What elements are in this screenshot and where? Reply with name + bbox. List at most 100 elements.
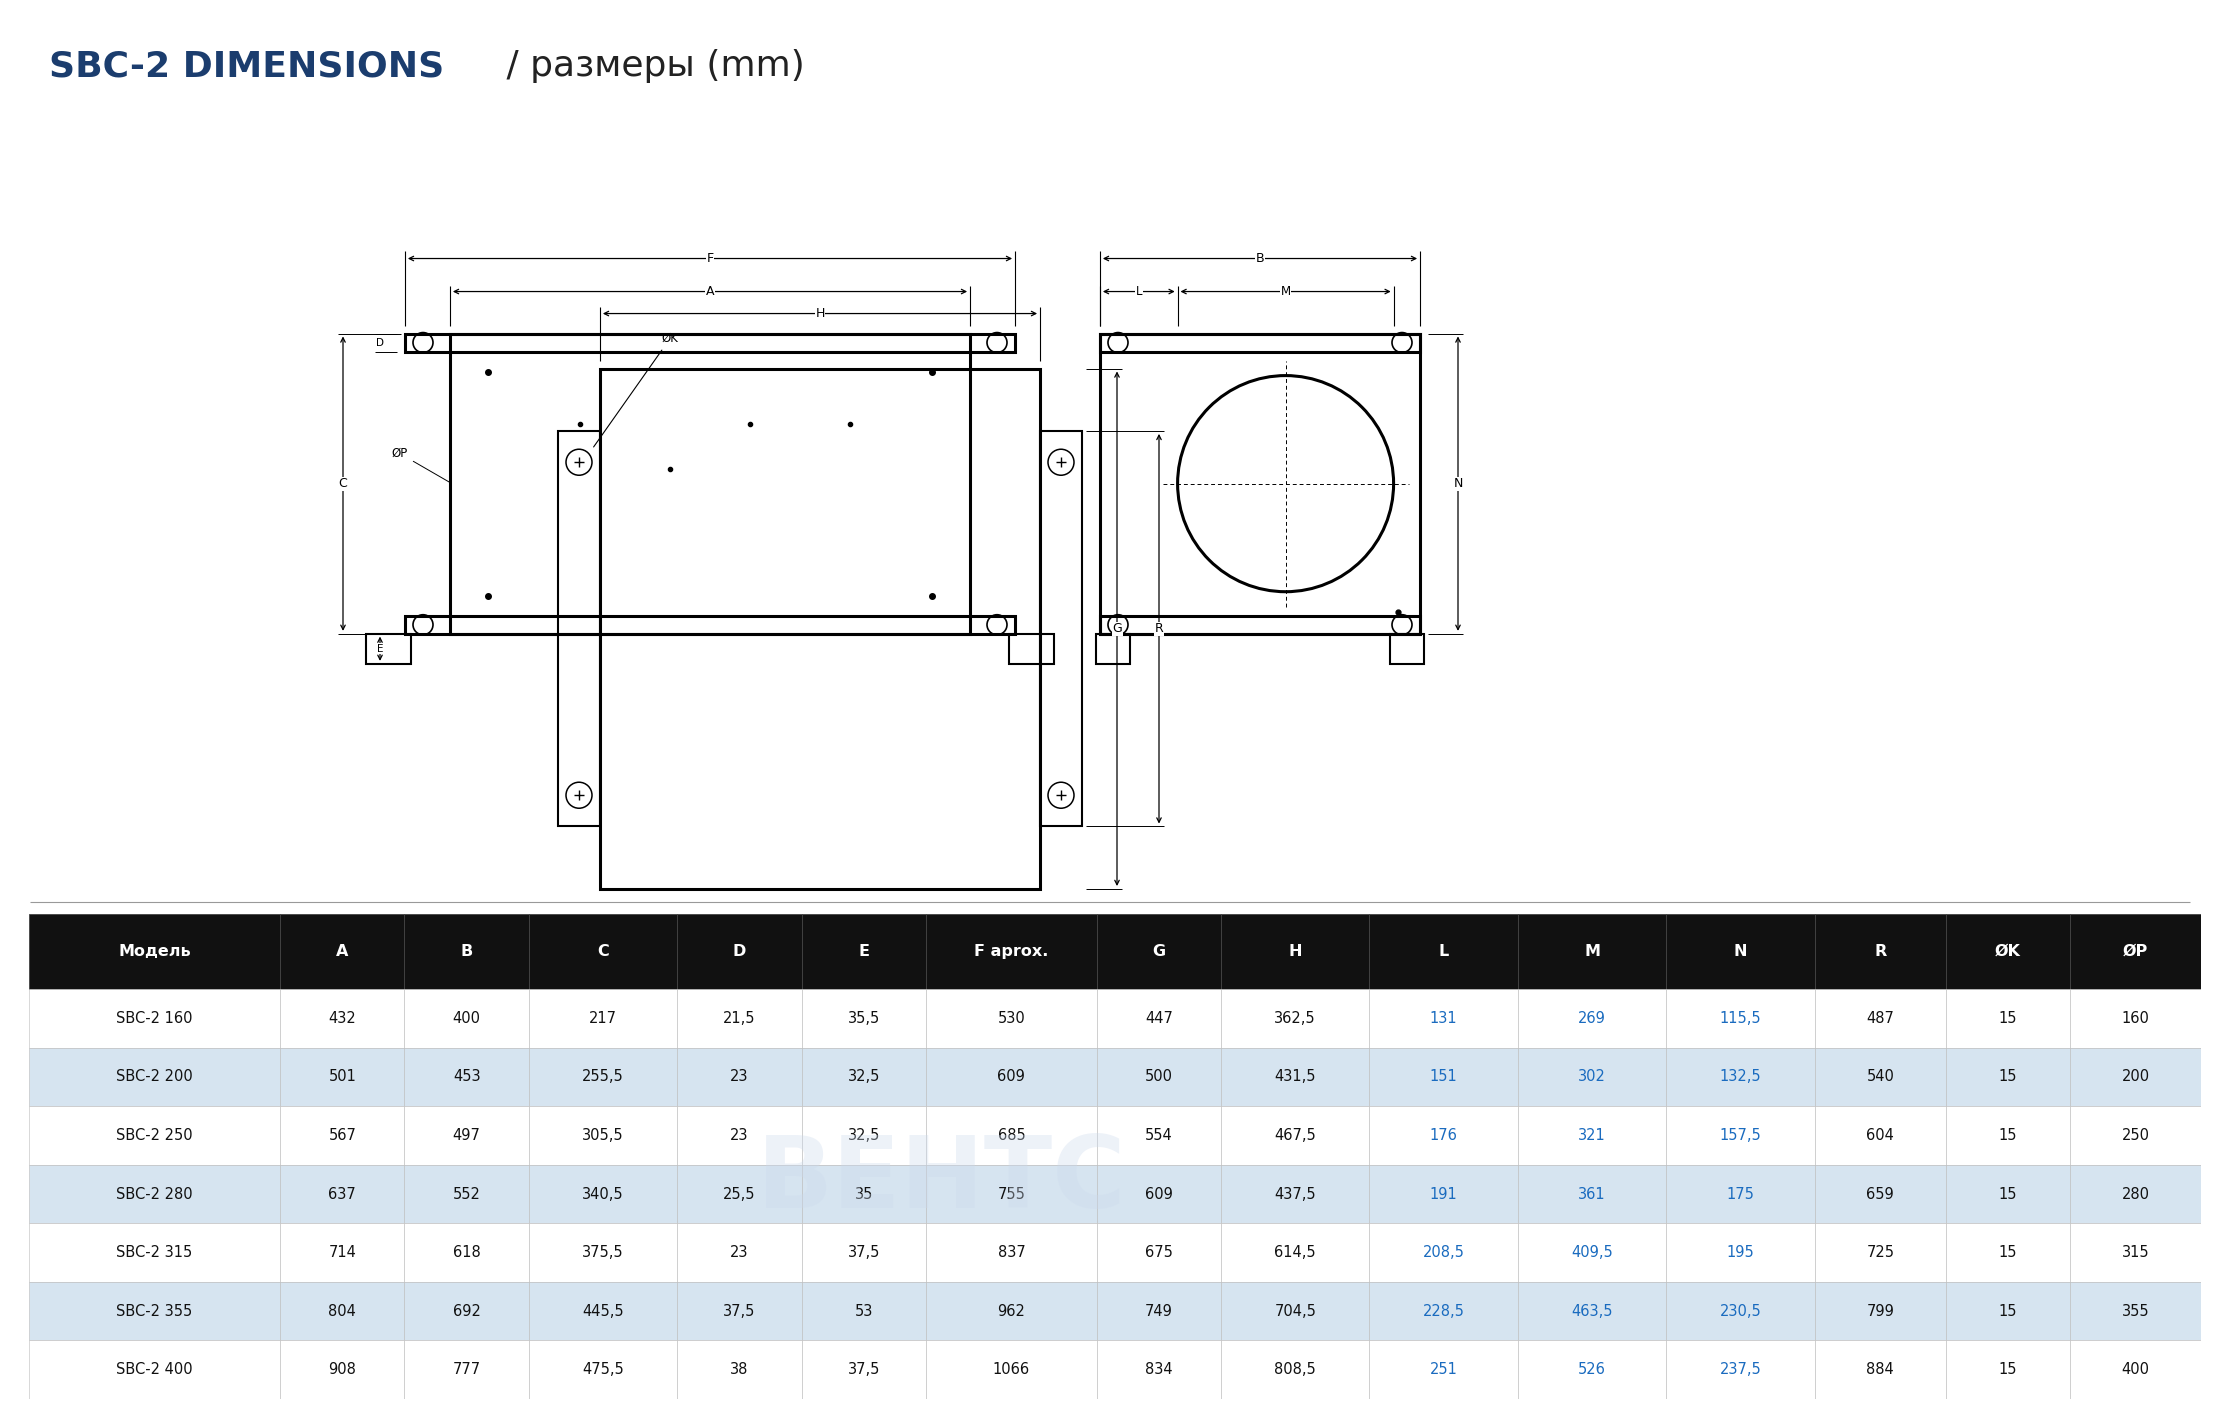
Bar	[1221, 1282, 1370, 1340]
Bar	[1370, 988, 1517, 1047]
Text: 230,5: 230,5	[1720, 1303, 1762, 1319]
Text: M: M	[1281, 285, 1290, 298]
Bar	[1096, 1282, 1221, 1340]
Bar	[1221, 914, 1370, 988]
Bar	[281, 1340, 405, 1399]
Text: 962: 962	[998, 1303, 1025, 1319]
Bar	[1667, 1282, 1816, 1340]
Text: 799: 799	[1867, 1303, 1894, 1319]
Bar	[1096, 988, 1221, 1047]
Bar	[29, 1107, 281, 1164]
Bar	[1517, 1164, 1667, 1223]
Text: 463,5: 463,5	[1571, 1303, 1613, 1319]
Text: C: C	[339, 477, 348, 491]
Bar	[802, 1282, 927, 1340]
Bar	[1816, 1107, 1945, 1164]
Bar	[281, 1164, 405, 1223]
Bar	[1040, 432, 1083, 827]
Text: ØK: ØK	[1994, 943, 2021, 959]
Text: SBC-2 280: SBC-2 280	[116, 1187, 194, 1202]
Text: 409,5: 409,5	[1571, 1246, 1613, 1260]
Text: 637: 637	[328, 1187, 356, 1202]
Bar	[802, 1107, 927, 1164]
Bar	[1096, 1107, 1221, 1164]
Text: 160: 160	[2121, 1011, 2150, 1026]
Bar	[1221, 988, 1370, 1047]
Text: N: N	[1733, 943, 1747, 959]
Bar	[1816, 1047, 1945, 1107]
Bar	[528, 1107, 677, 1164]
Text: B: B	[461, 943, 472, 959]
Bar	[1816, 1223, 1945, 1282]
Text: 447: 447	[1145, 1011, 1172, 1026]
Bar	[1667, 1047, 1816, 1107]
Bar	[29, 988, 281, 1047]
Bar	[1667, 914, 1816, 988]
Text: D: D	[377, 337, 383, 347]
Text: G: G	[1112, 623, 1123, 636]
Text: 280: 280	[2121, 1187, 2150, 1202]
Text: 35,5: 35,5	[849, 1011, 880, 1026]
Bar	[29, 1282, 281, 1340]
Bar	[927, 1223, 1096, 1282]
Bar	[2070, 1047, 2201, 1107]
Text: 554: 554	[1145, 1128, 1172, 1143]
Text: 15: 15	[1999, 1187, 2016, 1202]
Text: 23: 23	[731, 1128, 749, 1143]
Text: 501: 501	[328, 1070, 356, 1084]
Text: 255,5: 255,5	[582, 1070, 624, 1084]
Bar	[927, 1107, 1096, 1164]
Bar	[802, 1340, 927, 1399]
Text: H: H	[815, 307, 824, 321]
Text: E: E	[377, 644, 383, 654]
Bar	[528, 988, 677, 1047]
Text: N: N	[1453, 477, 1464, 491]
Bar	[405, 1340, 528, 1399]
Bar	[1096, 1223, 1221, 1282]
Text: 437,5: 437,5	[1274, 1187, 1317, 1202]
Text: L: L	[1439, 943, 1448, 959]
Text: 237,5: 237,5	[1720, 1362, 1762, 1378]
Text: 305,5: 305,5	[582, 1128, 624, 1143]
Bar	[528, 1340, 677, 1399]
Bar	[29, 1223, 281, 1282]
Text: F: F	[706, 252, 713, 264]
Text: 453: 453	[452, 1070, 481, 1084]
Text: 432: 432	[328, 1011, 356, 1026]
Text: 837: 837	[998, 1246, 1025, 1260]
Text: 400: 400	[452, 1011, 481, 1026]
Bar	[281, 988, 405, 1047]
Text: SBC-2 355: SBC-2 355	[116, 1303, 192, 1319]
Bar	[802, 988, 927, 1047]
Bar	[405, 1107, 528, 1164]
Bar	[1945, 1107, 2070, 1164]
Text: SBC-2 250: SBC-2 250	[116, 1128, 194, 1143]
Bar	[405, 616, 1016, 634]
Text: ВЕНТС: ВЕНТС	[758, 1132, 1125, 1229]
Text: 908: 908	[328, 1362, 356, 1378]
Text: 302: 302	[1577, 1070, 1606, 1084]
Bar	[1517, 1223, 1667, 1282]
Text: 38: 38	[731, 1362, 749, 1378]
Bar	[2070, 1164, 2201, 1223]
Bar	[405, 988, 528, 1047]
Bar	[1390, 634, 1424, 664]
Bar	[1667, 1223, 1816, 1282]
Bar	[1816, 988, 1945, 1047]
Text: 340,5: 340,5	[582, 1187, 624, 1202]
Text: 675: 675	[1145, 1246, 1172, 1260]
Bar	[2070, 1282, 2201, 1340]
Bar	[1370, 1107, 1517, 1164]
Text: E: E	[858, 943, 869, 959]
Text: ØP: ØP	[2123, 943, 2148, 959]
Bar	[528, 1164, 677, 1223]
Text: 567: 567	[328, 1128, 356, 1143]
Text: 23: 23	[731, 1246, 749, 1260]
Text: 151: 151	[1430, 1070, 1457, 1084]
Text: 37,5: 37,5	[849, 1362, 880, 1378]
Text: H: H	[1288, 943, 1301, 959]
Text: 487: 487	[1867, 1011, 1894, 1026]
Text: SBC-2 315: SBC-2 315	[116, 1246, 192, 1260]
Text: L: L	[1136, 285, 1143, 298]
Text: 251: 251	[1430, 1362, 1457, 1378]
